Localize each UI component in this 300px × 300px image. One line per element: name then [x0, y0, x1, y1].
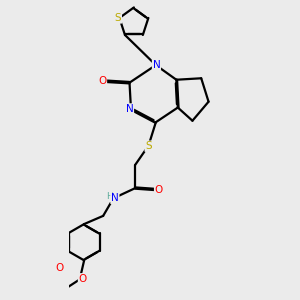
Text: S: S	[145, 141, 152, 151]
Text: O: O	[79, 274, 87, 284]
Text: O: O	[55, 263, 63, 273]
Text: N: N	[126, 104, 134, 114]
Text: S: S	[115, 13, 121, 23]
Text: N: N	[111, 193, 119, 203]
Text: H: H	[106, 192, 113, 201]
Text: O: O	[98, 76, 106, 86]
Text: O: O	[155, 184, 163, 194]
Text: N: N	[153, 59, 160, 70]
